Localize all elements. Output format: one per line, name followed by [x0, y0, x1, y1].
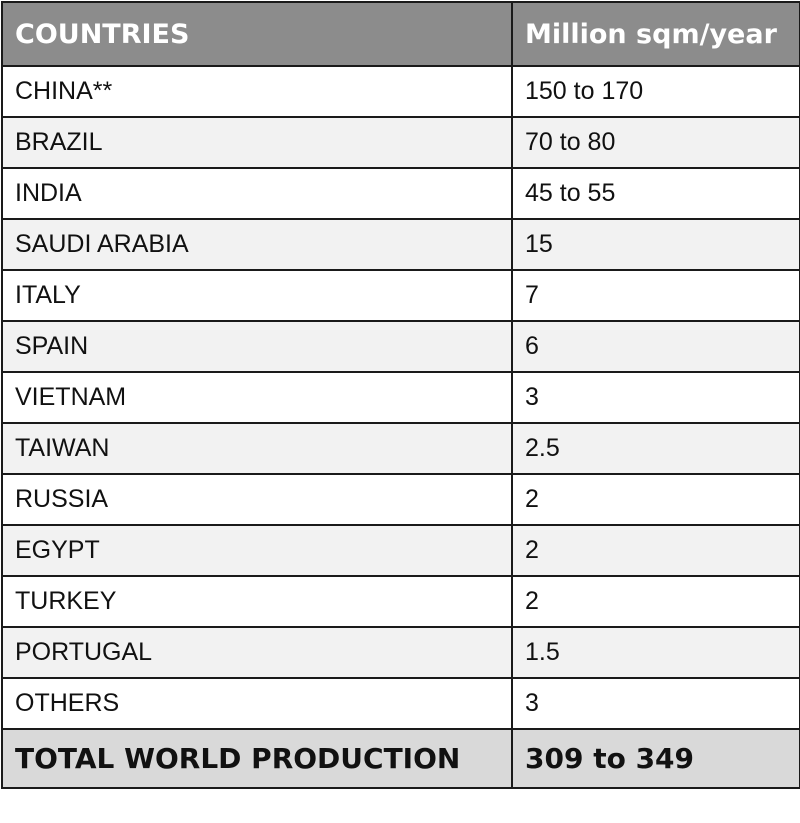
- value-cell: 45 to 55: [511, 167, 800, 220]
- country-cell: OTHERS: [1, 677, 513, 730]
- table-row: BRAZIL 70 to 80: [1, 116, 800, 169]
- table-row: CHINA** 150 to 170: [1, 65, 800, 118]
- header-row: COUNTRIES Million sqm/year: [1, 1, 800, 67]
- value-cell: 70 to 80: [511, 116, 800, 169]
- table-row: SPAIN 6: [1, 320, 800, 373]
- value-cell: 1.5: [511, 626, 800, 679]
- header-countries: COUNTRIES: [1, 1, 513, 67]
- country-cell: TAIWAN: [1, 422, 513, 475]
- table-row: VIETNAM 3: [1, 371, 800, 424]
- total-value: 309 to 349: [511, 728, 800, 789]
- table-row: PORTUGAL 1.5: [1, 626, 800, 679]
- table-row: RUSSIA 2: [1, 473, 800, 526]
- value-cell: 150 to 170: [511, 65, 800, 118]
- table-row: TURKEY 2: [1, 575, 800, 628]
- value-cell: 2.5: [511, 422, 800, 475]
- country-cell: RUSSIA: [1, 473, 513, 526]
- table-row: EGYPT 2: [1, 524, 800, 577]
- value-cell: 6: [511, 320, 800, 373]
- table-row: TAIWAN 2.5: [1, 422, 800, 475]
- country-cell: BRAZIL: [1, 116, 513, 169]
- country-cell: INDIA: [1, 167, 513, 220]
- total-label: TOTAL WORLD PRODUCTION: [1, 728, 513, 789]
- value-cell: 7: [511, 269, 800, 322]
- value-cell: 2: [511, 524, 800, 577]
- country-cell: PORTUGAL: [1, 626, 513, 679]
- value-cell: 3: [511, 677, 800, 730]
- value-cell: 2: [511, 473, 800, 526]
- country-cell: SPAIN: [1, 320, 513, 373]
- country-cell: ITALY: [1, 269, 513, 322]
- country-cell: TURKEY: [1, 575, 513, 628]
- table-row: SAUDI ARABIA 15: [1, 218, 800, 271]
- table-header: COUNTRIES Million sqm/year: [1, 1, 800, 67]
- value-cell: 2: [511, 575, 800, 628]
- table-body: CHINA** 150 to 170 BRAZIL 70 to 80 INDIA…: [1, 65, 800, 730]
- value-cell: 3: [511, 371, 800, 424]
- table-row: INDIA 45 to 55: [1, 167, 800, 220]
- table-row: ITALY 7: [1, 269, 800, 322]
- country-cell: SAUDI ARABIA: [1, 218, 513, 271]
- table-footer: TOTAL WORLD PRODUCTION 309 to 349: [1, 728, 800, 789]
- country-cell: VIETNAM: [1, 371, 513, 424]
- country-cell: EGYPT: [1, 524, 513, 577]
- header-million-sqm-year: Million sqm/year: [511, 1, 800, 67]
- country-cell: CHINA**: [1, 65, 513, 118]
- value-cell: 15: [511, 218, 800, 271]
- total-row: TOTAL WORLD PRODUCTION 309 to 349: [1, 728, 800, 789]
- production-table: COUNTRIES Million sqm/year CHINA** 150 t…: [1, 1, 800, 789]
- table-row: OTHERS 3: [1, 677, 800, 730]
